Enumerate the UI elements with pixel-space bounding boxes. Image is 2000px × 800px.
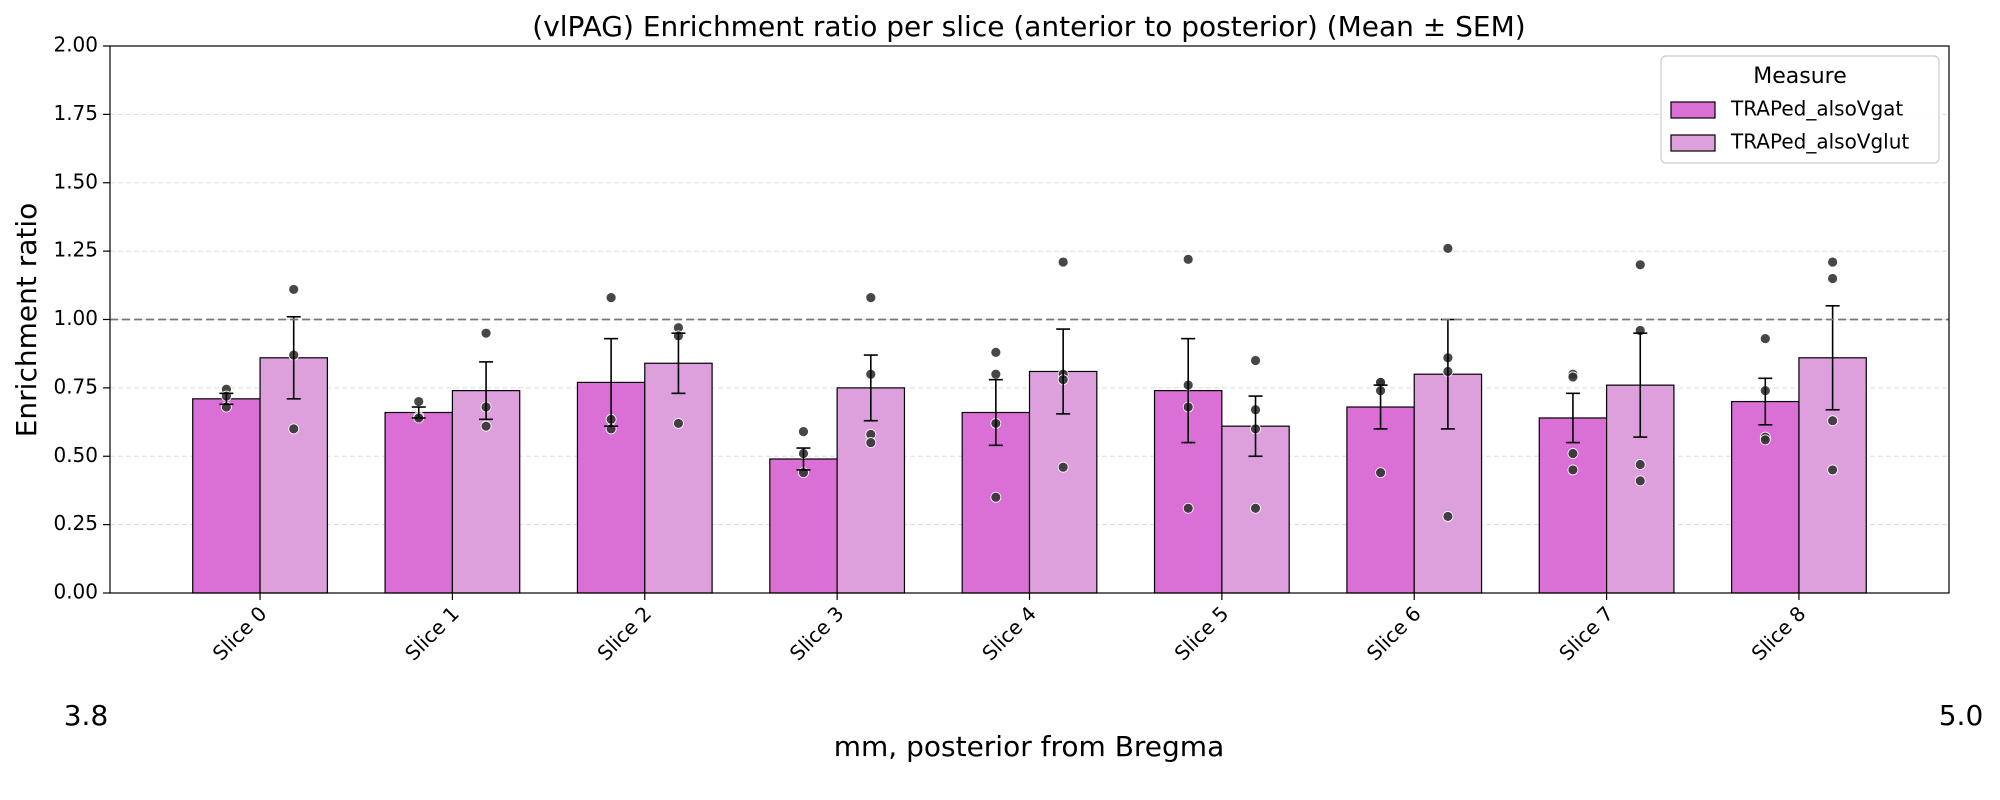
x-tick-label: Slice 4 — [977, 601, 1041, 665]
x-axis-label: mm, posterior from Bregma — [834, 730, 1224, 763]
data-point — [1759, 333, 1771, 345]
data-point — [288, 423, 300, 435]
legend-title: Measure — [1753, 64, 1847, 89]
error-bar — [604, 337, 619, 427]
data-point — [1567, 371, 1579, 383]
x-tick-label: Slice 2 — [592, 601, 656, 665]
error-bar — [671, 332, 686, 395]
error-bar — [1825, 305, 1840, 411]
legend-swatch — [1670, 101, 1716, 119]
data-point — [1250, 502, 1261, 514]
data-point — [1567, 448, 1579, 459]
error-bar — [219, 392, 234, 406]
error-bar — [1181, 337, 1196, 444]
error-bar — [1633, 332, 1648, 438]
error-bar — [1565, 392, 1580, 444]
y-tick-label: 0.75 — [53, 374, 98, 398]
y-tick-label: 2.00 — [53, 33, 98, 57]
data-point — [1759, 434, 1771, 446]
data-point — [1567, 464, 1579, 476]
bar — [384, 411, 454, 594]
data-point — [480, 327, 492, 339]
y-tick-label: 0.50 — [53, 443, 98, 467]
x-tick-label: Slice 0 — [208, 601, 272, 665]
data-point — [990, 346, 1002, 358]
data-point — [1634, 475, 1646, 487]
error-bar — [988, 378, 1003, 447]
bar — [644, 362, 713, 594]
data-point — [1827, 273, 1839, 284]
data-point — [798, 426, 809, 438]
bar — [192, 398, 261, 594]
error-bar — [1248, 395, 1263, 458]
bar — [1346, 406, 1415, 594]
legend-label: TRAPed_alsoVglut — [1730, 130, 1909, 154]
data-point — [1827, 464, 1839, 476]
data-point — [1182, 502, 1194, 514]
y-tick-label: 1.00 — [53, 306, 98, 330]
error-bar — [1758, 377, 1773, 426]
data-point — [1442, 242, 1454, 254]
annotation: 3.8 — [64, 699, 109, 732]
annotation: 5.0 — [1939, 699, 1984, 732]
y-tick-label: 1.25 — [53, 238, 98, 262]
data-point — [1057, 256, 1069, 268]
y-tick-label: 0.00 — [53, 580, 98, 604]
bar — [1731, 400, 1800, 594]
bar — [1538, 417, 1608, 594]
x-tick-label: Slice 3 — [785, 601, 849, 665]
y-tick-label: 0.25 — [53, 511, 98, 535]
data-point — [1827, 415, 1839, 427]
error-bar — [411, 406, 426, 419]
data-point — [1827, 256, 1839, 268]
data-point — [288, 284, 300, 295]
data-point — [673, 418, 684, 429]
data-point — [1442, 511, 1454, 522]
x-tick-label: Slice 5 — [1170, 601, 1234, 665]
y-axis-label: Enrichment ratio — [10, 203, 43, 438]
x-tick-label: Slice 1 — [400, 601, 464, 665]
data-point — [990, 368, 1002, 380]
data-point — [1250, 355, 1261, 366]
x-tick-label: Slice 8 — [1747, 601, 1811, 665]
data-point — [1375, 467, 1386, 479]
data-point — [413, 396, 425, 407]
error-bar — [863, 354, 878, 422]
x-tick-label: Slice 6 — [1362, 601, 1426, 665]
data-point — [1057, 461, 1069, 473]
data-point — [1634, 259, 1646, 271]
data-point — [480, 420, 492, 432]
error-bar — [1373, 384, 1388, 430]
y-tick-label: 1.50 — [53, 169, 98, 193]
legend-label: TRAPed_alsoVgat — [1730, 97, 1903, 121]
error-bar — [479, 361, 494, 421]
x-tick-label: Slice 7 — [1554, 601, 1618, 665]
data-point — [1634, 459, 1646, 470]
error-bar — [286, 315, 301, 400]
error-bar — [1056, 328, 1071, 415]
data-point — [605, 292, 617, 304]
data-point — [865, 437, 877, 448]
y-tick-label: 1.75 — [53, 101, 98, 125]
data-point — [990, 491, 1002, 503]
legend-swatch — [1670, 134, 1716, 152]
plot-frame — [109, 45, 1950, 594]
error-bar — [796, 447, 811, 471]
chart-title: (vlPAG) Enrichment ratio per slice (ante… — [532, 10, 1525, 43]
legend-box — [1660, 55, 1940, 164]
data-point — [1182, 253, 1194, 265]
bar — [769, 458, 838, 594]
data-point — [865, 292, 877, 304]
